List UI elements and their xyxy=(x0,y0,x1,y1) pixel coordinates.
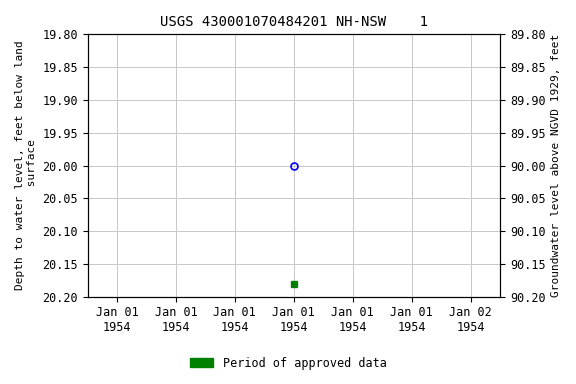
Y-axis label: Groundwater level above NGVD 1929, feet: Groundwater level above NGVD 1929, feet xyxy=(551,34,561,297)
Title: USGS 430001070484201 NH-NSW    1: USGS 430001070484201 NH-NSW 1 xyxy=(160,15,428,29)
Y-axis label: Depth to water level, feet below land
 surface: Depth to water level, feet below land su… xyxy=(15,41,37,290)
Legend: Period of approved data: Period of approved data xyxy=(185,352,391,374)
